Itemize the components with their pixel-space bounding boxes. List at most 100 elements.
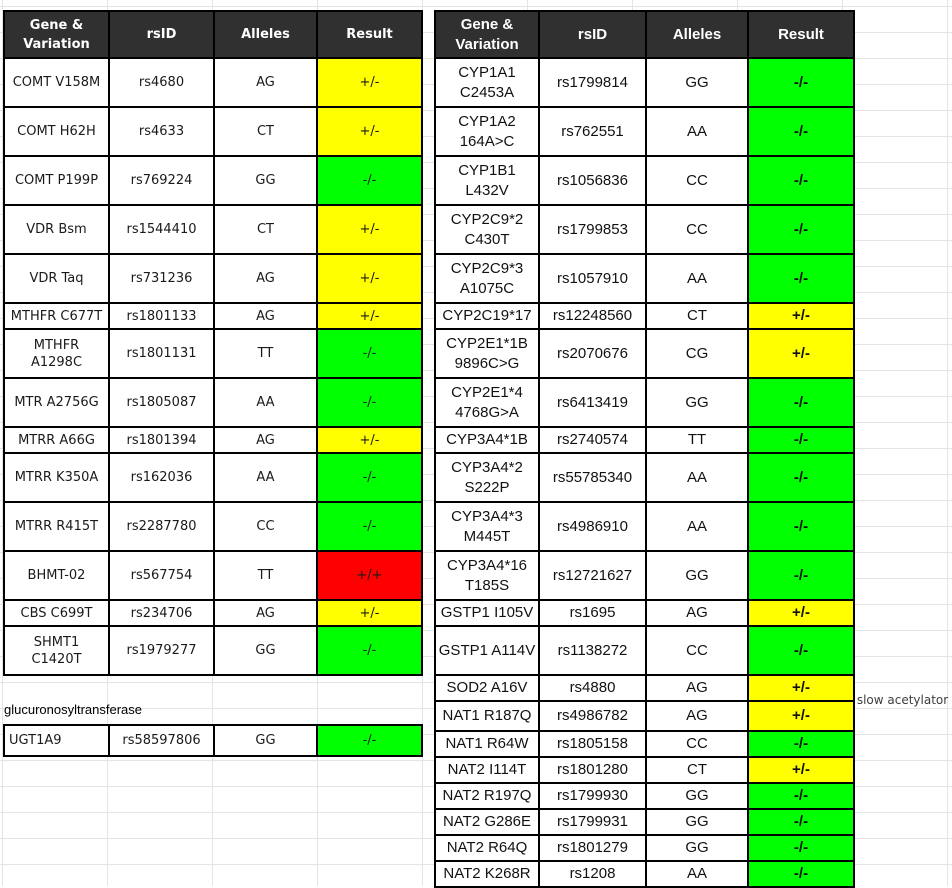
- cell-result[interactable]: +/-: [316, 204, 423, 255]
- cell-gene[interactable]: COMT H62H: [3, 106, 110, 157]
- cell-rsid[interactable]: rs567754: [108, 550, 215, 601]
- cell-result[interactable]: +/-: [747, 756, 855, 784]
- cell-rsid[interactable]: rs4986910: [538, 501, 647, 552]
- cell-alleles[interactable]: AA: [645, 501, 749, 552]
- cell-rsid[interactable]: rs12721627: [538, 550, 647, 601]
- cell-rsid[interactable]: rs4680: [108, 57, 215, 108]
- cell-alleles[interactable]: CC: [645, 730, 749, 758]
- cell-result[interactable]: +/-: [316, 253, 423, 304]
- cell-result[interactable]: -/-: [316, 501, 423, 552]
- column-header-gene-variation[interactable]: Gene & Variation: [434, 10, 540, 59]
- cell-alleles[interactable]: TT: [213, 550, 318, 601]
- cell-alleles[interactable]: AG: [645, 674, 749, 702]
- cell-alleles[interactable]: AA: [645, 106, 749, 157]
- cell-gene[interactable]: MTRR R415T: [3, 501, 110, 552]
- cell-rsid[interactable]: rs1801133: [108, 302, 215, 330]
- column-header-alleles[interactable]: Alleles: [645, 10, 749, 59]
- cell-rsid[interactable]: rs1805158: [538, 730, 647, 758]
- cell-gene[interactable]: CYP3A4*3 M445T: [434, 501, 540, 552]
- cell-gene[interactable]: CYP3A4*16 T185S: [434, 550, 540, 601]
- cell-gene[interactable]: NAT1 R64W: [434, 730, 540, 758]
- cell-rsid[interactable]: rs58597806: [108, 724, 215, 757]
- cell-result[interactable]: +/-: [316, 302, 423, 330]
- cell-rsid[interactable]: rs769224: [108, 155, 215, 206]
- cell-rsid[interactable]: rs4880: [538, 674, 647, 702]
- cell-result[interactable]: +/-: [747, 674, 855, 702]
- cell-gene[interactable]: CYP2C19*17: [434, 302, 540, 330]
- cell-alleles[interactable]: CT: [645, 302, 749, 330]
- cell-gene[interactable]: BHMT-02: [3, 550, 110, 601]
- cell-result[interactable]: -/-: [747, 782, 855, 810]
- cell-result[interactable]: -/-: [747, 625, 855, 676]
- cell-gene[interactable]: CYP1A1 C2453A: [434, 57, 540, 108]
- cell-rsid[interactable]: rs1695: [538, 599, 647, 627]
- cell-alleles[interactable]: AG: [213, 302, 318, 330]
- cell-rsid[interactable]: rs1799853: [538, 204, 647, 255]
- cell-alleles[interactable]: AG: [645, 599, 749, 627]
- cell-result[interactable]: -/-: [747, 860, 855, 888]
- cell-alleles[interactable]: AG: [213, 253, 318, 304]
- cell-rsid[interactable]: rs2287780: [108, 501, 215, 552]
- cell-rsid[interactable]: rs1801131: [108, 328, 215, 379]
- cell-gene[interactable]: MTRR K350A: [3, 452, 110, 503]
- column-header-result[interactable]: Result: [316, 10, 423, 59]
- cell-rsid[interactable]: rs6413419: [538, 377, 647, 428]
- cell-result[interactable]: -/-: [747, 106, 855, 157]
- column-header-alleles[interactable]: Alleles: [213, 10, 318, 59]
- cell-alleles[interactable]: AA: [645, 860, 749, 888]
- cell-result[interactable]: -/-: [747, 730, 855, 758]
- cell-gene[interactable]: SHMT1 C1420T: [3, 625, 110, 676]
- cell-alleles[interactable]: AA: [645, 452, 749, 503]
- cell-alleles[interactable]: GG: [645, 808, 749, 836]
- cell-gene[interactable]: NAT2 G286E: [434, 808, 540, 836]
- cell-gene[interactable]: UGT1A9: [3, 724, 110, 757]
- cell-result[interactable]: +/-: [747, 302, 855, 330]
- cell-result[interactable]: -/-: [747, 834, 855, 862]
- cell-result[interactable]: +/-: [316, 57, 423, 108]
- cell-alleles[interactable]: GG: [645, 57, 749, 108]
- cell-gene[interactable]: NAT2 R64Q: [434, 834, 540, 862]
- cell-alleles[interactable]: AG: [645, 700, 749, 732]
- cell-gene[interactable]: GSTP1 I105V: [434, 599, 540, 627]
- cell-rsid[interactable]: rs2070676: [538, 328, 647, 379]
- column-header-result[interactable]: Result: [747, 10, 855, 59]
- cell-alleles[interactable]: GG: [213, 724, 318, 757]
- cell-result[interactable]: -/-: [316, 724, 423, 757]
- cell-result[interactable]: -/-: [316, 377, 423, 428]
- cell-result[interactable]: +/-: [747, 700, 855, 732]
- cell-gene[interactable]: CYP3A4*1B: [434, 426, 540, 454]
- cell-rsid[interactable]: rs4633: [108, 106, 215, 157]
- cell-rsid[interactable]: rs1801394: [108, 426, 215, 454]
- cell-alleles[interactable]: CT: [645, 756, 749, 784]
- cell-rsid[interactable]: rs55785340: [538, 452, 647, 503]
- cell-alleles[interactable]: AG: [213, 57, 318, 108]
- cell-gene[interactable]: CBS C699T: [3, 599, 110, 627]
- cell-rsid[interactable]: rs1544410: [108, 204, 215, 255]
- cell-rsid[interactable]: rs4986782: [538, 700, 647, 732]
- cell-result[interactable]: -/-: [316, 155, 423, 206]
- cell-result[interactable]: +/-: [316, 426, 423, 454]
- cell-alleles[interactable]: GG: [645, 377, 749, 428]
- cell-gene[interactable]: NAT2 K268R: [434, 860, 540, 888]
- cell-rsid[interactable]: rs731236: [108, 253, 215, 304]
- cell-result[interactable]: -/-: [316, 328, 423, 379]
- cell-result[interactable]: -/-: [747, 155, 855, 206]
- cell-alleles[interactable]: CC: [213, 501, 318, 552]
- cell-result[interactable]: +/-: [747, 599, 855, 627]
- cell-rsid[interactable]: rs762551: [538, 106, 647, 157]
- cell-result[interactable]: -/-: [316, 625, 423, 676]
- cell-gene[interactable]: COMT V158M: [3, 57, 110, 108]
- cell-gene[interactable]: COMT P199P: [3, 155, 110, 206]
- cell-alleles[interactable]: TT: [645, 426, 749, 454]
- cell-gene[interactable]: CYP2C9*3 A1075C: [434, 253, 540, 304]
- cell-alleles[interactable]: GG: [645, 550, 749, 601]
- cell-alleles[interactable]: AA: [213, 452, 318, 503]
- cell-alleles[interactable]: CC: [645, 204, 749, 255]
- cell-alleles[interactable]: CC: [645, 155, 749, 206]
- cell-rsid[interactable]: rs1801279: [538, 834, 647, 862]
- cell-rsid[interactable]: rs2740574: [538, 426, 647, 454]
- cell-gene[interactable]: CYP3A4*2 S222P: [434, 452, 540, 503]
- cell-result[interactable]: -/-: [747, 501, 855, 552]
- cell-result[interactable]: -/-: [747, 452, 855, 503]
- cell-gene[interactable]: CYP2E1*1B 9896C>G: [434, 328, 540, 379]
